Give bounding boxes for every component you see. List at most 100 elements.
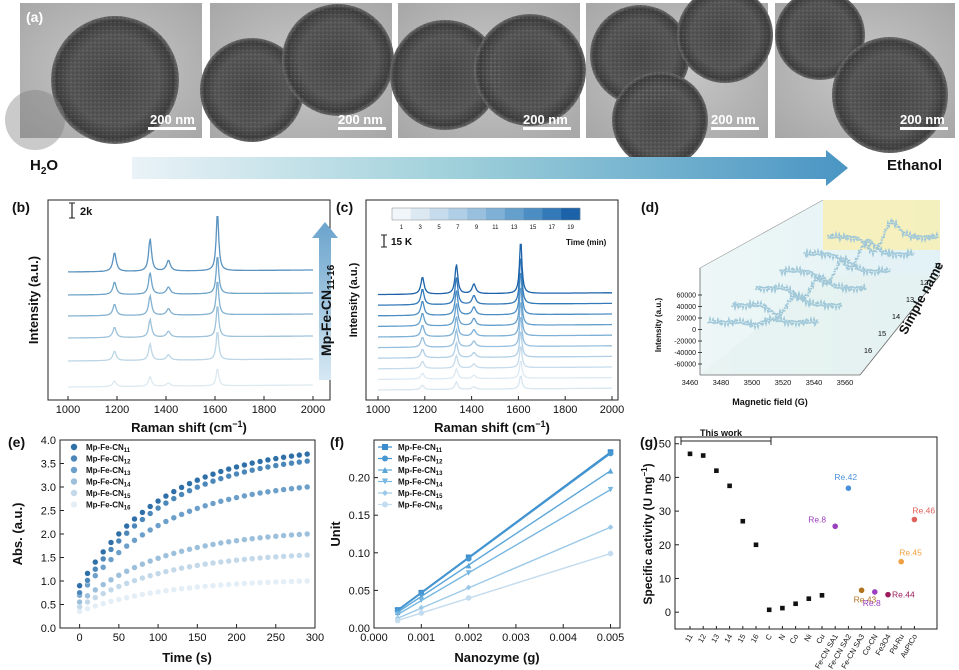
colorbar-tick-19: 19 [567,225,574,231]
data-point-e-12-t10 [84,577,91,584]
x-tick-label-g-Co: Co [788,633,801,646]
data-point-e-11-t220 [249,460,256,467]
legend-marker-f-14 [382,478,388,485]
colorbar-swatch-7 [504,208,524,220]
colorbar-swatch-3 [429,208,449,220]
data-point-g-Fe-CN SA2 [845,485,852,492]
data-point-e-13-t60 [123,542,130,550]
data-point-e-11-t250 [272,455,279,462]
data-point-e-12-t80 [139,516,146,523]
epr-spectrum-11 [707,313,820,331]
data-point-e-13-t180 [217,498,224,505]
data-point-e-11-t90 [147,503,154,510]
data-point-e-11-t50 [115,530,122,538]
data-point-g-Fe3O4 [885,591,891,598]
data-point-e-13-t280 [296,484,303,491]
data-point-e-14-t50 [115,572,122,579]
legend-marker-e-14 [70,478,78,485]
y-tick-label-g-30: 30 [659,506,671,518]
epr-spectrum-15 [803,234,915,273]
data-point-g-Cu [819,593,825,598]
data-point-e-12-t150 [194,484,201,491]
data-point-e-12-t20 [92,566,99,573]
legend-marker-f-11 [382,444,388,450]
y-axis-label-e: Abs. (a.u.) [10,503,25,566]
z-tick-label-d-14: 14 [892,312,900,321]
x-tick-label-e-150: 150 [188,632,206,644]
data-point-e-12-t280 [296,459,303,466]
y-axis-label-c: Intensity (a.u.) [348,262,360,337]
data-point-g-Pd-Ru [898,558,904,565]
series-line-b-Mp-Fe-CN16 [68,368,313,388]
data-point-e-15-t260 [280,553,287,560]
y-tick-label-e-1: 1.0 [41,576,56,588]
data-point-e-11-t70 [131,515,138,523]
data-point-g-Ni [806,596,812,601]
data-point-e-11-t200 [233,463,240,471]
data-point-g-Co-CN [872,589,878,595]
data-point-e-13-t230 [257,489,264,497]
svg-text:200 nm: 200 nm [523,112,568,127]
colorbar-c: 1 3 5 7 9 11 13 15 17 19 [391,207,581,231]
plot-frame-g [674,436,938,630]
series-arrow-b: Mp-Fe-CN11-16 [312,222,338,380]
data-point-e-11-t20 [92,558,99,566]
data-label-g-Co-CN: Re.8 [863,598,881,608]
y-tick-label-d-40000: 40000 [677,304,697,311]
svg-text:200 nm: 200 nm [338,112,383,127]
data-point-e-12-t90 [147,510,154,517]
data-point-e-11-t210 [241,461,248,469]
y-axis-label-b: Intensity (a.u.) [26,256,41,344]
y-tick-label-f-0.05: 0.05 [349,585,370,597]
data-point-e-16-t190 [225,581,232,588]
data-point-e-14-t30 [100,581,107,588]
data-point-e-12-t250 [272,462,279,469]
epr-spectrum-13 [754,270,868,305]
x-tick-label-c-1600: 1600 [506,404,530,416]
y-tick-label-f-0.20: 0.20 [349,473,370,485]
data-point-e-14-t150 [194,544,201,551]
data-point-e-13-t80 [139,531,146,539]
y-tick-label-d--60000: -60000 [674,362,696,369]
data-point-e-14-t40 [107,576,115,583]
legend-marker-f-16 [382,501,388,508]
data-point-e-16-t200 [233,580,240,588]
data-point-e-13-t160 [202,502,209,509]
data-point-e-11-t150 [194,477,201,484]
data-point-e-14-t290 [304,530,311,538]
data-point-e-15-t40 [107,586,115,594]
data-point-e-13-t200 [233,494,240,501]
data-point-e-13-t130 [178,511,185,518]
data-point-e-11-t0 [76,582,83,589]
data-point-e-12-t240 [264,463,272,471]
fit-line-f-12 [397,452,611,612]
epr-spectrum-14 [779,254,892,289]
x-tick-label-f-0.001: 0.001 [408,632,436,644]
data-point-e-13-t140 [186,508,193,515]
legend-label-e-15: Mp-Fe-CN15 [86,489,131,500]
data-point-g-16 [753,542,759,548]
panel-label-d: (d) [641,199,659,215]
y-tick-label-e-3: 3.0 [41,482,56,494]
data-point-e-11-t40 [107,539,115,546]
z-tick-label-d-13: 13 [906,295,914,304]
legend-marker-e-13 [70,466,78,474]
data-point-f-12-2 [465,556,472,562]
series-arrow-label-b: Mp-Fe-CN11-16 [318,264,337,356]
series-line-c-t17 [377,258,612,306]
data-point-e-15-t10 [84,598,91,606]
data-point-e-15-t280 [296,552,303,559]
data-point-e-15-t170 [209,559,217,567]
x-axis-d: 3460 3480 3500 3520 3540 3560 [682,378,854,387]
x-tick-label-g-Cu: Cu [814,633,827,646]
colorbar-tick-7: 7 [456,225,460,231]
legend-marker-f-12 [382,455,388,462]
data-point-f-15-1 [418,604,425,611]
data-point-e-14-t70 [131,564,138,571]
data-point-e-16-t140 [186,584,193,592]
tem-scale-bar-1: 200 nm [148,112,196,130]
data-point-e-14-t250 [272,533,279,540]
data-point-e-16-t50 [115,596,122,603]
fit-line-f-14 [397,489,611,616]
data-point-e-15-t70 [131,577,138,584]
